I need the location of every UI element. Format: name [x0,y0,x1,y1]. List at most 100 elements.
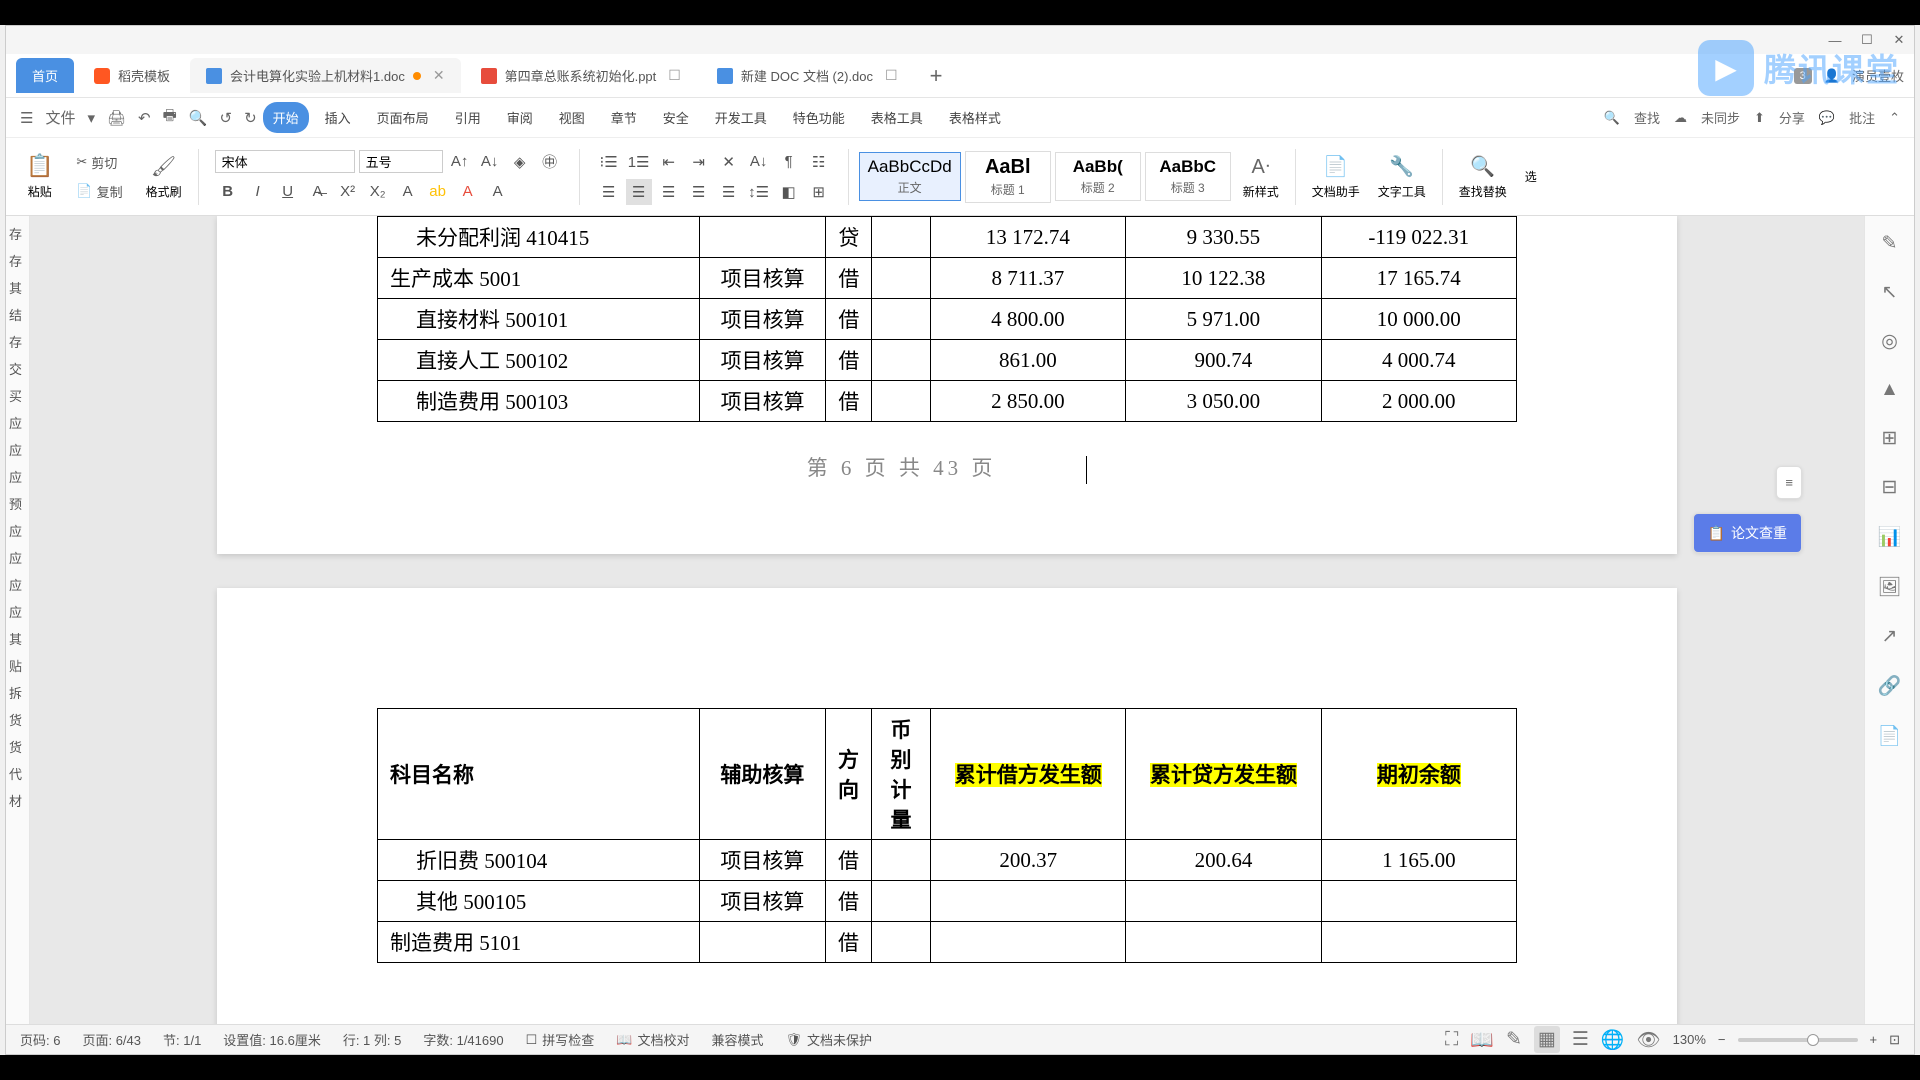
strikethrough-button[interactable]: A̶ [305,179,331,205]
menu-share[interactable]: 分享 [1779,108,1805,127]
nav-item[interactable]: 拆 [6,679,29,706]
nav-item[interactable]: 货 [6,733,29,760]
style-normal[interactable]: AaBbCcDd 正文 [859,152,961,201]
redo-icon[interactable]: ↻ [244,109,257,127]
eye-icon[interactable]: 👁 [1637,1028,1661,1052]
table-row[interactable]: 直接材料 500101项目核算借4 800.005 971.0010 000.0… [378,299,1517,340]
nav-item[interactable]: 应 [6,409,29,436]
menu-security[interactable]: 安全 [653,102,699,133]
menu-search[interactable]: 查找 [1634,108,1660,127]
line-spacing-button[interactable]: ↕☰ [746,179,772,205]
nav-item[interactable]: 存 [6,247,29,274]
status-pages[interactable]: 页面: 6/43 [82,1030,141,1049]
layers-icon[interactable]: ▲ [1880,379,1899,401]
format-painter-icon[interactable]: 🖌 [151,154,176,179]
grid-icon[interactable]: ⊞ [1882,427,1898,450]
document-area[interactable]: 未分配利润 410415贷13 172.749 330.55-119 022.3… [30,216,1864,1024]
italic-button[interactable]: I [245,179,271,205]
text-tool-icon[interactable]: 🔧 [1389,154,1414,179]
status-protect[interactable]: 🛡 文档未保护 [785,1030,872,1049]
marks-button[interactable]: ¶ [776,149,802,175]
nav-item[interactable]: 交 [6,355,29,382]
paste-icon[interactable]: 📋 [26,153,53,179]
tab-doc3-close[interactable]: ☐ [885,67,898,84]
doc-helper-button[interactable]: 文档助手 [1312,183,1360,200]
nav-item[interactable]: 应 [6,544,29,571]
find-replace-button[interactable]: 查找替换 [1459,183,1507,200]
status-proof[interactable]: 📖 文档校对 [616,1030,689,1049]
apps-icon[interactable]: ⊟ [1882,476,1898,499]
preview-icon[interactable]: 🔍 [189,109,208,127]
menu-chapter[interactable]: 章节 [601,102,647,133]
paper-check-button[interactable]: 📋 论文查重 [1693,513,1802,553]
nav-item[interactable]: 其 [6,274,29,301]
table-row[interactable]: 制造费用 5101借 [378,922,1517,963]
nav-item[interactable]: 买 [6,382,29,409]
nav-item[interactable]: 应 [6,598,29,625]
menu-devtools[interactable]: 开发工具 [705,102,777,133]
hamburger-icon[interactable]: ☰ [20,109,33,127]
save-icon[interactable]: 🖨 [107,109,126,127]
page-icon[interactable]: 📄 [1878,724,1902,748]
text-effect-button[interactable]: A [395,179,421,205]
web-layout-icon[interactable]: 🌐 [1601,1028,1625,1052]
tab-home[interactable]: 首页 [16,58,74,93]
nav-item[interactable]: 代 [6,760,29,787]
underline-button[interactable]: U [275,179,301,205]
zoom-out-button[interactable]: − [1718,1032,1726,1047]
bold-button[interactable]: B [215,179,241,205]
menu-view[interactable]: 视图 [549,102,595,133]
tab-add-button[interactable]: + [918,63,955,89]
read-mode-icon[interactable]: 📖 [1470,1028,1494,1052]
fit-button[interactable]: ⊡ [1889,1032,1900,1048]
columns-button[interactable]: ☷ [806,149,832,175]
menu-batch[interactable]: 批注 [1849,108,1875,127]
gallery-icon[interactable]: 🖼 [1877,575,1901,599]
new-style-button[interactable]: 新样式 [1243,183,1279,200]
table-row[interactable]: 生产成本 5001项目核算借8 711.3710 122.3817 165.74 [378,258,1517,299]
indent-right-button[interactable]: ⇥ [686,149,712,175]
print-layout-icon[interactable]: ▦ [1534,1026,1560,1053]
menu-reference[interactable]: 引用 [445,102,491,133]
nav-item[interactable]: 应 [6,463,29,490]
zoom-slider[interactable] [1738,1038,1858,1042]
border-button[interactable]: ⊞ [806,179,832,205]
search-icon[interactable]: 🔍 [1604,110,1620,126]
style-heading1[interactable]: AaBl 标题 1 [965,151,1051,203]
edit-icon[interactable]: ✎ [1882,232,1898,255]
user-icon[interactable]: 👤 [1824,68,1840,84]
nav-item[interactable]: 其 [6,625,29,652]
menu-insert[interactable]: 插入 [315,102,361,133]
tab-doc1[interactable]: 会计电算化实验上机材料1.doc ✕ [190,58,461,93]
number-list-button[interactable]: 1☰ [626,149,652,175]
edit-mode-icon[interactable]: ✎ [1506,1028,1522,1051]
size-select[interactable] [359,150,443,173]
menu-review[interactable]: 审阅 [497,102,543,133]
status-page[interactable]: 页码: 6 [20,1030,60,1049]
table-row[interactable]: 直接人工 500102项目核算借861.00900.744 000.74 [378,340,1517,381]
nav-item[interactable]: 应 [6,517,29,544]
nav-item[interactable]: 结 [6,301,29,328]
table-row[interactable]: 其他 500105项目核算借 [378,881,1517,922]
menu-tablestyle[interactable]: 表格样式 [939,102,1011,133]
collapse-ribbon-icon[interactable]: ⌃ [1889,110,1900,126]
tab-doc3[interactable]: 新建 DOC 文档 (2).doc ☐ [701,58,914,93]
collapse-sidebar-button[interactable]: ≡ [1776,466,1802,499]
doc-helper-icon[interactable]: 📄 [1323,154,1348,179]
font-select[interactable] [215,150,355,173]
char-border-button[interactable]: A [485,179,511,205]
find-replace-icon[interactable]: 🔍 [1470,154,1495,179]
font-color-button[interactable]: A [455,179,481,205]
zoom-value[interactable]: 130% [1673,1032,1706,1047]
share-icon[interactable]: ⬆ [1754,110,1765,126]
shrink-font-button[interactable]: A↓ [477,149,503,175]
grow-font-button[interactable]: A↑ [447,149,473,175]
table-row[interactable]: 制造费用 500103项目核算借2 850.003 050.002 000.00 [378,381,1517,422]
menu-start[interactable]: 开始 [263,102,309,133]
export-icon[interactable]: ↗ [1882,625,1898,648]
target-icon[interactable]: ◎ [1881,330,1898,353]
undo-icon[interactable]: ↺ [219,109,232,127]
status-spell[interactable]: ☐ 拼写检查 [526,1030,595,1049]
distribute-button[interactable]: ☰ [716,179,742,205]
bullet-list-button[interactable]: ⁝☰ [596,149,622,175]
